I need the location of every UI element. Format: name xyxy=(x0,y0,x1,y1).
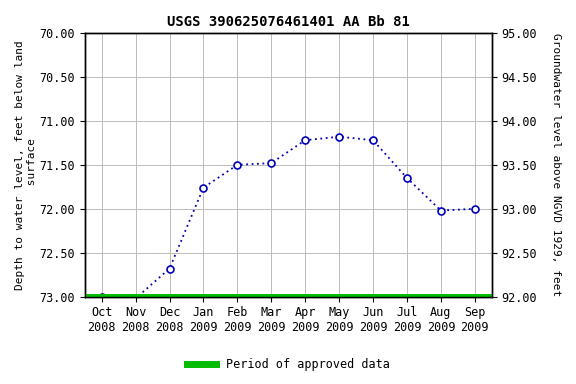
Title: USGS 390625076461401 AA Bb 81: USGS 390625076461401 AA Bb 81 xyxy=(167,15,410,29)
Y-axis label: Depth to water level, feet below land
 surface: Depth to water level, feet below land su… xyxy=(15,40,37,290)
Legend: Period of approved data: Period of approved data xyxy=(182,354,394,376)
Y-axis label: Groundwater level above NGVD 1929, feet: Groundwater level above NGVD 1929, feet xyxy=(551,33,561,296)
